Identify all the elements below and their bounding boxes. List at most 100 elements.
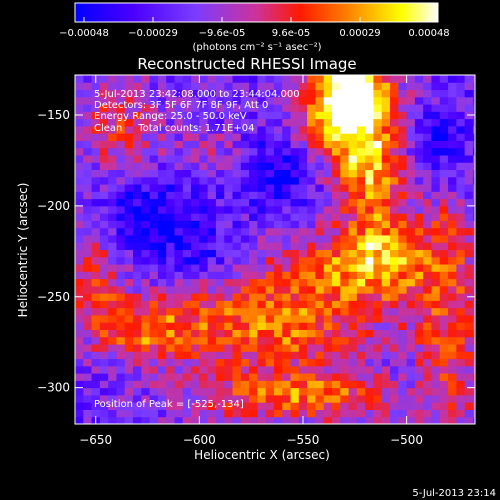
heatmap-cell [182,227,192,236]
heatmap-cell [124,198,134,207]
heatmap-cell [166,213,175,221]
heatmap-cell [323,213,333,221]
heatmap-cell [456,89,466,98]
heatmap-cell [157,162,167,171]
heatmap-cell [83,176,93,185]
heatmap-cell [448,125,457,134]
heatmap-cell [224,118,234,127]
heatmap-cell [282,154,292,163]
heatmap-cell [199,416,209,424]
heatmap-cell [431,154,441,163]
heatmap-cell [472,154,475,163]
heatmap-cell [199,213,209,221]
heatmap-cell [423,162,432,171]
heatmap-cell [431,322,441,330]
heatmap-cell [315,394,325,403]
heatmap-cell [431,402,441,410]
heatmap-cell [257,336,267,345]
heatmap-cell [157,118,167,127]
heatmap-cell [149,75,159,83]
heatmap-cell [207,387,217,396]
heatmap-cell [381,344,391,352]
heatmap-cell [390,256,399,265]
heatmap-cell [423,300,432,309]
heatmap-cell [224,344,234,352]
heatmap-cell [431,249,441,258]
heatmap-cell [257,300,267,309]
heatmap-cell [182,96,192,105]
heatmap-cell [91,307,101,316]
heatmap-cell [157,329,167,338]
heatmap-cell [240,118,250,127]
heatmap-cell [232,234,242,243]
heatmap-cell [91,169,101,178]
heatmap-cell [215,125,225,134]
heatmap-cell [83,300,93,309]
heatmap-cell [215,140,225,149]
heatmap-cell [423,140,432,149]
heatmap-cell [448,416,457,424]
heatmap-cell [414,351,424,360]
heatmap-cell [157,104,167,112]
heatmap-cell [348,351,358,360]
heatmap-cell [215,75,225,83]
heatmap-cell [215,256,225,265]
colorbar-tick-label: 0.00029 [339,28,380,39]
heatmap-cell [240,409,250,418]
heatmap-cell [348,373,358,381]
heatmap-cell [331,96,341,105]
heatmap-cell [348,387,358,396]
heatmap-cell [83,118,93,127]
heatmap-cell [431,365,441,374]
heatmap-cell [431,220,441,229]
heatmap-cell [174,82,184,91]
heatmap-cell [390,96,399,105]
heatmap-cell [207,394,217,403]
heatmap-cell [265,89,275,98]
heatmap-cell [356,198,366,207]
heatmap-cell [406,394,416,403]
heatmap-cell [439,336,449,345]
heatmap-cell [273,89,283,98]
heatmap-cell [456,205,466,214]
heatmap-cell [290,336,300,345]
heatmap-cell [133,300,142,309]
heatmap-cell [232,169,242,178]
heatmap-cell [273,82,283,91]
heatmap-cell [232,278,242,287]
heatmap-cell [149,191,159,200]
heatmap-cell [141,264,151,272]
heatmap-cell [282,365,292,374]
heatmap-cell [439,205,449,214]
heatmap-cell [381,220,391,229]
heatmap-cell [141,373,151,381]
heatmap-cell [356,314,366,323]
heatmap-cell [431,96,441,105]
heatmap-cell [249,118,258,127]
heatmap-cell [348,234,358,243]
heatmap-cell [182,271,192,280]
heatmap-cell [282,314,292,323]
heatmap-cell [340,336,350,345]
heatmap-cell [373,358,383,367]
heatmap-cell [464,278,474,287]
heatmap-cell [340,358,350,367]
heatmap-cell [290,162,300,171]
heatmap-cell [390,184,399,192]
heatmap-cell [157,249,167,258]
heatmap-cell [240,402,250,410]
heatmap-cell [464,89,474,98]
heatmap-cell [282,82,292,91]
heatmap-cell [414,264,424,272]
heatmap-cell [133,227,142,236]
heatmap-cell [133,118,142,127]
heatmap-cell [232,351,242,360]
heatmap-cell [414,89,424,98]
heatmap-cell [398,409,408,418]
heatmap-cell [207,278,217,287]
heatmap-cell [265,329,275,338]
heatmap-cell [124,351,134,360]
heatmap-cell [423,154,432,163]
heatmap-cell [298,154,308,163]
heatmap-cell [398,191,408,200]
